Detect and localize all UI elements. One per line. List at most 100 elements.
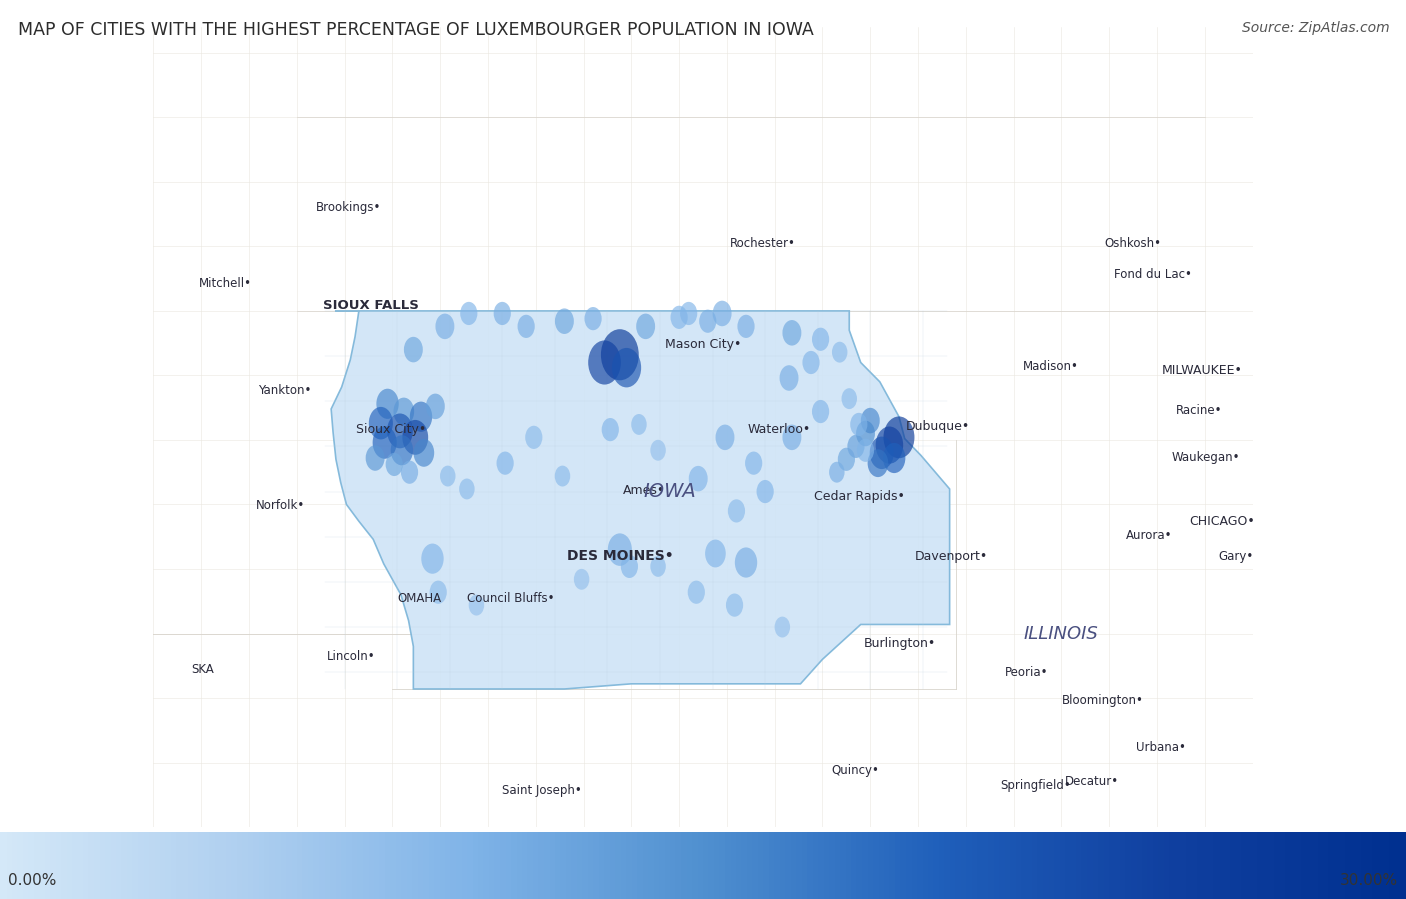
Circle shape xyxy=(496,451,513,475)
Circle shape xyxy=(688,581,704,604)
Circle shape xyxy=(404,337,423,362)
Circle shape xyxy=(517,315,534,338)
Circle shape xyxy=(848,435,865,458)
Circle shape xyxy=(607,533,631,565)
Text: Mitchell•: Mitchell• xyxy=(200,277,252,290)
Circle shape xyxy=(413,439,434,467)
Text: Yankton•: Yankton• xyxy=(259,385,312,397)
Text: Waterloo•: Waterloo• xyxy=(748,423,811,436)
Text: Racine•: Racine• xyxy=(1177,404,1223,417)
Circle shape xyxy=(782,424,801,450)
Text: Aurora•: Aurora• xyxy=(1126,529,1173,542)
Text: Quincy•: Quincy• xyxy=(831,764,879,777)
Circle shape xyxy=(394,397,415,425)
Text: 0.00%: 0.00% xyxy=(8,873,56,888)
Text: Rochester•: Rochester• xyxy=(730,237,796,250)
Text: Davenport•: Davenport• xyxy=(914,549,987,563)
Text: Norfolk•: Norfolk• xyxy=(256,499,305,512)
Circle shape xyxy=(385,453,404,476)
Circle shape xyxy=(460,302,478,325)
Circle shape xyxy=(588,341,621,385)
Text: Saint Joseph•: Saint Joseph• xyxy=(502,785,582,797)
Circle shape xyxy=(775,617,790,637)
Text: 30.00%: 30.00% xyxy=(1340,873,1398,888)
Circle shape xyxy=(728,499,745,522)
Circle shape xyxy=(813,327,830,351)
Text: DES MOINES•: DES MOINES• xyxy=(567,549,673,563)
Text: Council Bluffs•: Council Bluffs• xyxy=(467,592,554,605)
Text: SKA: SKA xyxy=(191,663,214,676)
Circle shape xyxy=(494,302,510,325)
Circle shape xyxy=(860,408,880,433)
Circle shape xyxy=(883,443,905,473)
Circle shape xyxy=(735,547,758,578)
Polygon shape xyxy=(332,311,949,689)
Circle shape xyxy=(856,439,875,462)
Circle shape xyxy=(671,306,688,329)
Circle shape xyxy=(782,320,801,345)
Circle shape xyxy=(842,388,858,409)
Circle shape xyxy=(574,569,589,590)
Circle shape xyxy=(366,445,385,471)
Circle shape xyxy=(838,448,855,471)
Circle shape xyxy=(621,555,638,578)
Circle shape xyxy=(689,466,707,492)
Circle shape xyxy=(851,413,868,436)
Circle shape xyxy=(401,460,418,484)
Text: Lincoln•: Lincoln• xyxy=(328,650,375,663)
Circle shape xyxy=(716,424,734,450)
Circle shape xyxy=(377,388,399,419)
Circle shape xyxy=(870,437,894,469)
Text: Oshkosh•: Oshkosh• xyxy=(1105,237,1161,250)
Circle shape xyxy=(402,420,429,455)
Circle shape xyxy=(856,421,875,446)
Text: CHICAGO•: CHICAGO• xyxy=(1189,515,1256,528)
Circle shape xyxy=(803,351,820,374)
Circle shape xyxy=(526,426,543,449)
Circle shape xyxy=(460,478,475,500)
Circle shape xyxy=(713,300,731,326)
Circle shape xyxy=(651,556,666,577)
Text: ILLINOIS: ILLINOIS xyxy=(1024,625,1098,643)
Text: Gary•: Gary• xyxy=(1218,549,1254,563)
Text: Peoria•: Peoria• xyxy=(1005,666,1049,679)
Text: SIOUX FALLS: SIOUX FALLS xyxy=(322,299,419,312)
Circle shape xyxy=(636,314,655,339)
Circle shape xyxy=(409,402,432,432)
Circle shape xyxy=(468,594,484,616)
Text: Decatur•: Decatur• xyxy=(1066,776,1119,788)
Circle shape xyxy=(631,414,647,435)
Text: Source: ZipAtlas.com: Source: ZipAtlas.com xyxy=(1241,21,1389,35)
Circle shape xyxy=(387,414,413,449)
Circle shape xyxy=(832,342,848,362)
Text: Fond du Lac•: Fond du Lac• xyxy=(1114,268,1192,281)
Text: Urbana•: Urbana• xyxy=(1136,741,1185,753)
Circle shape xyxy=(725,593,744,617)
Text: MAP OF CITIES WITH THE HIGHEST PERCENTAGE OF LUXEMBOURGER POPULATION IN IOWA: MAP OF CITIES WITH THE HIGHEST PERCENTAG… xyxy=(18,21,814,39)
Circle shape xyxy=(651,440,666,460)
Circle shape xyxy=(756,480,773,503)
Circle shape xyxy=(373,426,396,458)
Circle shape xyxy=(426,394,444,419)
Text: Bloomington•: Bloomington• xyxy=(1062,694,1143,708)
Text: Dubuque•: Dubuque• xyxy=(905,421,970,433)
Text: Springfield•: Springfield• xyxy=(1000,779,1071,792)
Text: Brookings•: Brookings• xyxy=(316,201,381,214)
Text: Madison•: Madison• xyxy=(1024,360,1080,373)
Circle shape xyxy=(612,348,641,387)
Circle shape xyxy=(699,309,717,333)
Circle shape xyxy=(830,462,845,483)
Circle shape xyxy=(813,400,830,423)
Text: Waukegan•: Waukegan• xyxy=(1171,451,1240,465)
Text: Ames•: Ames• xyxy=(623,484,665,497)
Circle shape xyxy=(391,435,413,466)
Circle shape xyxy=(779,365,799,391)
Circle shape xyxy=(681,302,697,325)
Text: MILWAUKEE•: MILWAUKEE• xyxy=(1161,364,1243,377)
Circle shape xyxy=(704,539,725,567)
Text: OMAHA: OMAHA xyxy=(396,592,441,605)
Text: Cedar Rapids•: Cedar Rapids• xyxy=(814,490,905,503)
Circle shape xyxy=(555,466,571,486)
Circle shape xyxy=(440,466,456,486)
Circle shape xyxy=(430,581,447,604)
